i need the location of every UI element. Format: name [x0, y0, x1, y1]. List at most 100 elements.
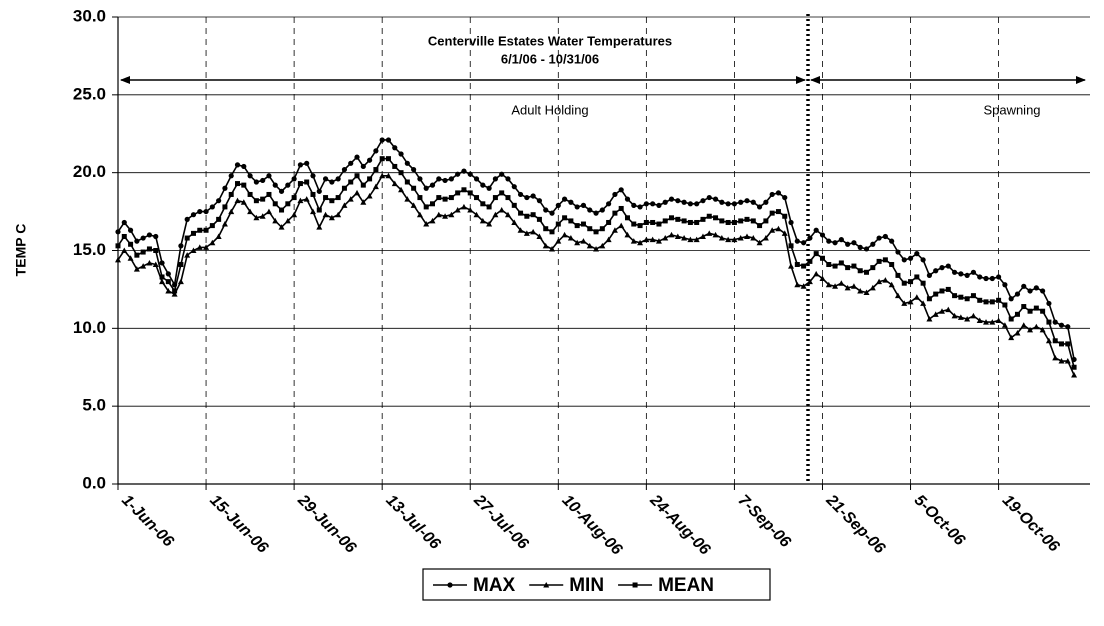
point — [329, 179, 335, 185]
point — [171, 291, 178, 297]
y-tick-label: 20.0 — [73, 162, 106, 181]
point — [140, 249, 146, 255]
point — [241, 163, 247, 170]
point — [203, 208, 209, 215]
point — [473, 176, 480, 182]
point — [832, 283, 839, 289]
point — [203, 244, 210, 250]
y-axis-label: TEMP C — [13, 224, 29, 277]
point — [1021, 283, 1027, 289]
point — [480, 182, 486, 188]
point — [555, 202, 561, 208]
point — [328, 214, 335, 221]
point — [668, 231, 675, 238]
point — [455, 190, 461, 196]
point — [555, 221, 561, 227]
point — [184, 216, 190, 222]
point — [851, 240, 857, 246]
point — [536, 216, 542, 222]
point — [612, 191, 618, 198]
y-tick-label: 25.0 — [73, 84, 106, 103]
point — [933, 291, 939, 297]
point — [964, 272, 970, 279]
point — [379, 156, 385, 162]
point — [404, 179, 410, 185]
point — [366, 193, 373, 199]
point — [461, 187, 467, 193]
point — [417, 195, 423, 201]
point — [222, 204, 228, 210]
point — [1033, 323, 1040, 330]
point — [159, 260, 165, 266]
point — [612, 210, 618, 216]
point — [574, 239, 581, 246]
point — [744, 216, 750, 222]
point — [894, 292, 901, 299]
point — [1071, 364, 1077, 370]
point — [951, 269, 958, 275]
point — [882, 233, 888, 240]
point — [435, 211, 442, 218]
point — [674, 233, 681, 239]
point — [945, 306, 952, 313]
point — [121, 233, 127, 239]
point — [505, 176, 511, 182]
point — [442, 177, 448, 184]
point — [699, 233, 706, 239]
point — [738, 218, 744, 224]
point — [718, 235, 725, 241]
point — [580, 238, 587, 244]
point — [266, 191, 272, 197]
point — [687, 201, 693, 207]
point — [360, 182, 366, 188]
point — [416, 211, 423, 218]
point — [800, 283, 807, 289]
point — [146, 246, 152, 252]
point — [266, 173, 272, 179]
point — [587, 207, 593, 213]
point — [750, 199, 756, 205]
point — [668, 196, 675, 202]
point — [190, 230, 196, 236]
point — [580, 202, 587, 208]
point — [920, 280, 926, 286]
point — [1058, 322, 1065, 328]
point — [624, 215, 630, 221]
point — [587, 226, 593, 232]
point — [901, 300, 908, 306]
point — [316, 188, 322, 194]
point — [310, 191, 316, 197]
point — [499, 190, 505, 196]
point — [159, 278, 166, 285]
point — [857, 268, 863, 274]
point — [1033, 305, 1039, 311]
point — [524, 213, 530, 219]
point — [303, 196, 310, 202]
point — [128, 241, 134, 247]
point — [530, 212, 536, 218]
point — [259, 213, 266, 219]
point — [297, 197, 304, 204]
point — [889, 238, 895, 244]
point — [920, 257, 926, 263]
point — [669, 215, 675, 221]
point — [291, 211, 298, 218]
point — [1027, 326, 1034, 333]
x-tick-label: 1-Jun-06 — [118, 492, 177, 551]
point — [951, 312, 958, 319]
point — [253, 179, 259, 185]
point — [769, 227, 776, 233]
point — [335, 211, 342, 218]
point — [801, 240, 807, 246]
point — [460, 203, 467, 210]
point — [876, 278, 883, 285]
point — [700, 216, 706, 222]
point — [152, 261, 159, 268]
point — [1014, 291, 1021, 297]
point — [630, 238, 637, 244]
point — [530, 193, 536, 199]
point — [775, 209, 781, 215]
point — [832, 240, 838, 246]
point — [719, 218, 725, 224]
point — [574, 204, 580, 210]
